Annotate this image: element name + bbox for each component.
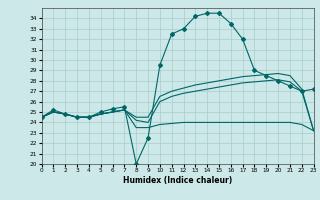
X-axis label: Humidex (Indice chaleur): Humidex (Indice chaleur) [123,176,232,185]
